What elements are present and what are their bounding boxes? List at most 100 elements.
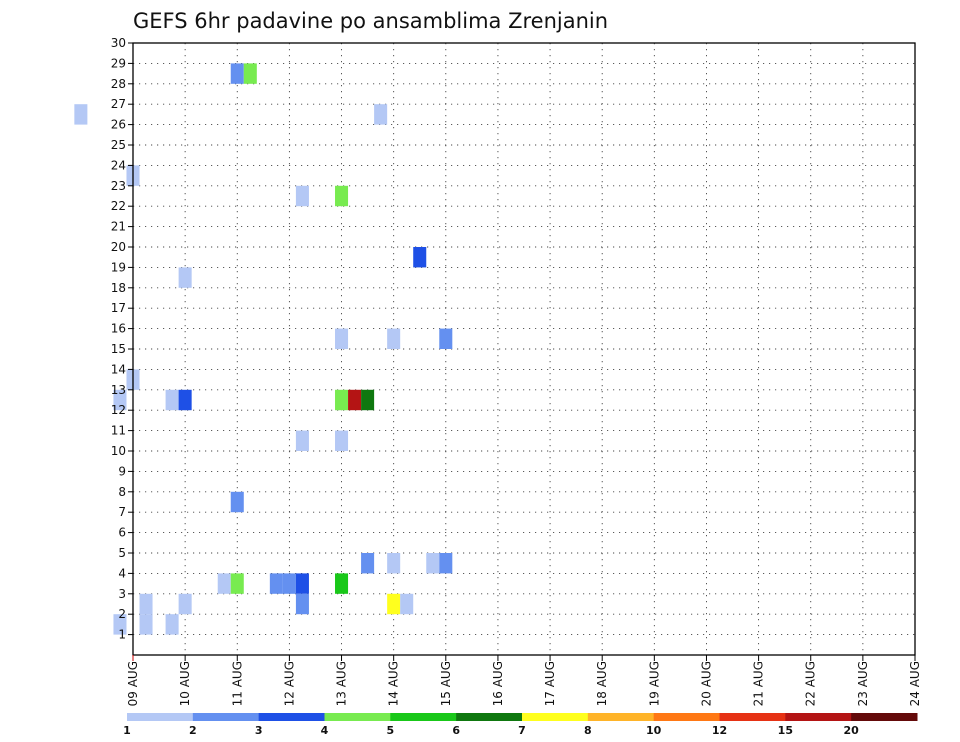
x-tick-label: 13 AUG [335,661,349,706]
precip-cell [426,553,440,574]
y-tick-label: 18 [111,281,126,295]
y-tick-label: 12 [111,403,126,417]
precip-cell [113,389,127,411]
y-tick-label: 4 [118,566,126,580]
colorbar-label: 7 [518,724,526,737]
y-tick-label: 27 [111,97,126,111]
colorbar-label: 6 [452,724,460,737]
precip-cell [335,185,349,207]
y-tick-label: 19 [111,260,126,274]
y-tick-label: 8 [118,485,126,499]
y-tick-label: 7 [118,505,126,519]
x-tick-label: 22 AUG [804,661,818,706]
x-tick-label: 19 AUG [647,661,661,706]
precip-cell [335,573,349,594]
precip-cell [348,389,362,411]
colorbar-segment [324,713,391,721]
colorbar-segment [390,713,457,721]
y-tick-label: 5 [118,546,126,560]
colorbar-label: 3 [255,724,263,737]
y-tick-label: 13 [111,383,126,397]
x-tick-label: 18 AUG [595,661,609,706]
colorbar-segment [851,713,918,721]
precip-cell [413,247,427,268]
y-tick-label: 23 [111,179,126,193]
precipitation-cells [74,63,453,635]
y-tick-label: 10 [111,444,126,458]
x-tick-label: 24 AUG [908,661,922,706]
precip-cell [139,593,153,615]
y-tick-label: 30 [111,36,126,50]
precip-cell [282,573,296,594]
y-tick-label: 9 [118,464,126,478]
grid-lines [133,42,915,655]
y-tick-label: 1 [118,628,126,642]
colorbar-label: 8 [584,724,592,737]
colorbar-label: 12 [712,724,727,737]
colorbar-label: 1 [123,724,131,737]
colorbar-label: 5 [387,724,395,737]
precip-cell [295,573,309,594]
y-tick-label: 29 [111,56,126,70]
y-tick-label: 16 [111,322,126,336]
y-tick-label: 22 [111,199,126,213]
precip-cell [295,593,309,615]
precip-cell [230,63,244,84]
precip-cell [165,389,179,411]
precip-cell [439,553,453,574]
y-tick-label: 20 [111,240,126,254]
precip-cell [230,573,244,594]
precip-cell [400,593,414,615]
colorbar-segment [258,713,325,721]
y-tick-label: 14 [111,362,126,376]
precip-cell [387,328,401,349]
x-tick-label: 17 AUG [543,661,557,706]
y-tick-label: 28 [111,77,126,91]
colorbar-segment [456,713,523,721]
y-tick-label: 26 [111,118,126,132]
x-tick-label: 16 AUG [491,661,505,706]
y-tick-label: 2 [118,607,126,621]
precip-cell [295,430,309,451]
precip-cell [439,328,453,349]
precip-cell [139,614,153,635]
colorbar-label: 10 [646,724,662,737]
x-tick-label: 12 AUG [282,661,296,706]
x-tick-label: 11 AUG [230,661,244,706]
y-tick-label: 15 [111,342,126,356]
colorbar-legend: 1 2 3 4 5 6 7 8 10 12 15 20 [123,713,918,737]
precip-cell [361,553,375,574]
x-tick-label: 14 AUG [387,661,401,706]
y-tick-label: 21 [111,220,126,234]
colorbar-label: 20 [844,724,860,737]
precip-cell [361,389,375,411]
colorbar-label: 2 [189,724,197,737]
y-tick-label: 25 [111,138,126,152]
x-tick-label: 15 AUG [439,661,453,706]
precip-cell [178,267,192,288]
y-axis: 1234567891011121314151617181920212223242… [111,36,133,642]
precip-cell [165,614,179,635]
colorbar-segment [785,713,852,721]
x-tick-label: 10 AUG [178,661,192,706]
colorbar-label: 15 [778,724,793,737]
x-axis: 09 AUG 10 AUG 11 AUG 12 AUG 13 AUG 14 AUG 15 A… [126,655,922,706]
x-tick-label: 23 AUG [856,661,870,706]
x-tick-label: 09 AUG [126,661,140,706]
chart-title: GEFS 6hr padavine po ansamblima Zrenjani… [133,9,608,33]
colorbar-segment [653,713,720,721]
precip-cell [387,593,401,615]
precip-cell [387,553,401,574]
y-tick-label: 17 [111,301,126,315]
colorbar-segment [719,713,786,721]
y-tick-label: 24 [111,158,126,172]
colorbar-segment [522,713,589,721]
precip-cell [230,491,244,513]
colorbar-label: 4 [321,724,329,737]
x-tick-label: 21 AUG [752,661,766,706]
precip-cell [335,389,349,411]
precip-cell [269,573,283,594]
colorbar-segment [587,713,655,721]
colorbar-segment [192,713,260,721]
